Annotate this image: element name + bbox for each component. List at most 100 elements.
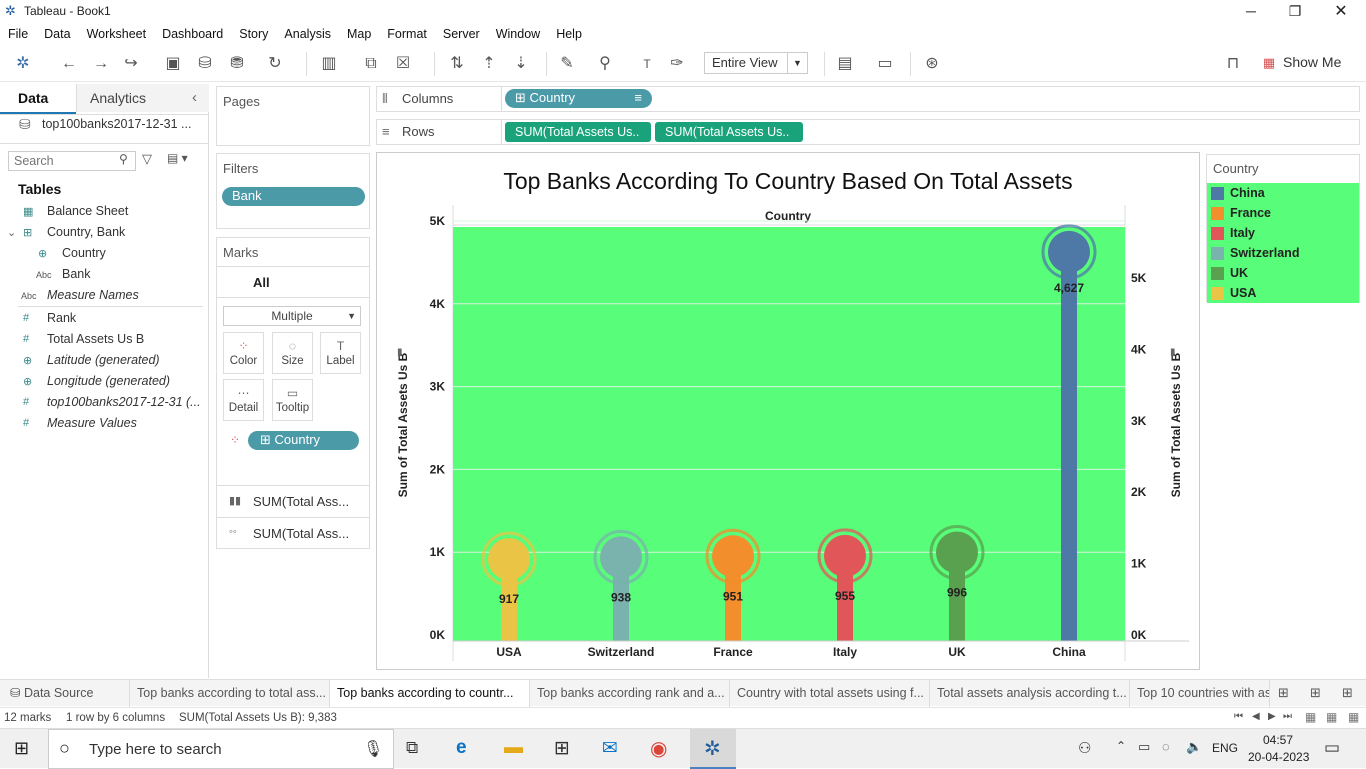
redo-icon[interactable]: → xyxy=(93,55,109,72)
chevron-down-icon[interactable]: ⌄ xyxy=(7,227,17,239)
new-story-icon[interactable]: ⊞ xyxy=(1342,685,1353,700)
field-total-assets[interactable]: Total Assets Us B xyxy=(47,332,145,346)
search-input[interactable] xyxy=(8,151,136,171)
show-filmstrip-icon[interactable]: ▦ xyxy=(1305,710,1317,724)
rows-shelf[interactable]: ≡ Rows SUM(Total Assets Us.. SUM(Total A… xyxy=(376,119,1360,145)
sort-descending-icon[interactable]: ⇣ xyxy=(514,55,528,72)
minimize-icon[interactable]: ─ xyxy=(1246,3,1256,19)
show-me-icon[interactable]: ▦ xyxy=(1262,55,1276,70)
size-button[interactable]: ◌ Size xyxy=(272,332,313,374)
legend-item[interactable]: UK xyxy=(1211,266,1357,283)
show-sheet-sorter-icon[interactable]: ▦ xyxy=(1326,710,1338,724)
edge-icon[interactable]: e xyxy=(456,737,467,758)
duplicate-icon[interactable]: ⧉ xyxy=(365,55,377,72)
file-explorer-icon[interactable]: ▬ xyxy=(504,737,523,758)
circle-ring-usa[interactable] xyxy=(481,531,537,587)
fit-dropdown[interactable]: Entire View ▼ xyxy=(704,52,808,74)
sheet-tab-2-active[interactable]: Top banks according to countr... xyxy=(330,680,530,707)
maximize-icon[interactable]: ❐ xyxy=(1288,2,1302,19)
circle-mark-uk[interactable] xyxy=(936,531,978,574)
undo-icon[interactable]: ← xyxy=(61,55,77,72)
marks-all-tab[interactable]: All xyxy=(217,266,369,298)
network-icon[interactable]: ◌ xyxy=(1162,739,1170,754)
clock-time[interactable]: 04:57 xyxy=(1263,733,1294,747)
circle-ring-italy[interactable] xyxy=(817,528,873,584)
tab-data[interactable]: Data xyxy=(18,90,49,106)
chart-svg[interactable]: Top Banks According To Country Based On … xyxy=(377,153,1199,669)
legend-item[interactable]: Switzerland xyxy=(1211,246,1357,263)
close-icon[interactable]: ✕ xyxy=(1334,3,1348,20)
presentation-icon[interactable]: ▭ xyxy=(877,55,893,72)
circle-ring-switzerland[interactable] xyxy=(593,529,649,585)
microphone-icon[interactable]: 🎙 xyxy=(363,741,384,758)
new-worksheet-icon[interactable]: ▥ xyxy=(321,55,337,72)
circle-ring-france[interactable] xyxy=(705,528,761,584)
filters-card[interactable]: Filters Bank xyxy=(216,153,370,229)
chevron-up-icon[interactable]: ⌃ xyxy=(1116,739,1127,753)
circle-mark-italy[interactable] xyxy=(824,534,866,577)
new-worksheet-icon[interactable]: ⊞ xyxy=(1278,685,1289,700)
sheet-tab-6[interactable]: Top 10 countries with as xyxy=(1130,680,1270,707)
notification-icon[interactable]: ▭ xyxy=(1324,738,1341,757)
show-labels-icon[interactable]: T xyxy=(643,57,651,71)
menu-dashboard[interactable]: Dashboard xyxy=(162,27,224,41)
filter-icon[interactable]: ▽ xyxy=(142,151,152,166)
sheet-tab-1[interactable]: Top banks according to total ass... xyxy=(130,680,330,707)
field-balance-sheet[interactable]: Balance Sheet xyxy=(47,204,129,218)
menu-file[interactable]: File xyxy=(8,27,29,41)
store-icon[interactable]: ⊞ xyxy=(554,738,570,759)
field-longitude[interactable]: Longitude (generated) xyxy=(47,374,171,388)
save-icon[interactable]: ▣ xyxy=(165,55,181,72)
field-measure-names[interactable]: Measure Names xyxy=(47,288,139,302)
field-record-count[interactable]: top100banks2017-12-31 (... xyxy=(47,395,201,409)
tab-analytics[interactable]: Analytics xyxy=(90,90,147,106)
people-icon[interactable]: ⚇ xyxy=(1078,740,1092,757)
chrome-icon[interactable]: ◉ xyxy=(650,738,668,760)
sort-axis-icon[interactable]: ▮ xyxy=(397,347,403,358)
rows-pill-1[interactable]: SUM(Total Assets Us.. xyxy=(505,122,651,142)
menu-analysis[interactable]: Analysis xyxy=(284,27,331,41)
clock-date[interactable]: 20-04-2023 xyxy=(1248,750,1310,764)
menu-worksheet[interactable]: Worksheet xyxy=(86,27,147,41)
prev-sheet-icon[interactable]: ◀ xyxy=(1252,711,1260,722)
tooltip-button[interactable]: ▭ Tooltip xyxy=(272,379,313,421)
field-bank[interactable]: Bank xyxy=(62,267,91,281)
collapse-pane-icon[interactable]: ‹ xyxy=(192,89,197,106)
new-datasource-icon[interactable]: ⛁ xyxy=(198,55,212,72)
legend-item[interactable]: Italy xyxy=(1211,226,1357,243)
menu-story[interactable]: Story xyxy=(239,27,269,41)
field-measure-values[interactable]: Measure Values xyxy=(47,416,137,430)
viz-area[interactable]: Top Banks According To Country Based On … xyxy=(376,152,1200,670)
clear-sheet-icon[interactable]: ☒ xyxy=(395,55,411,72)
menu-data[interactable]: Data xyxy=(44,27,71,41)
highlight-icon[interactable]: ✎ xyxy=(560,55,574,72)
menu-map[interactable]: Map xyxy=(346,27,372,41)
tooltip-icon[interactable]: ⊓ xyxy=(1226,55,1240,72)
language-indicator[interactable]: ENG xyxy=(1212,741,1239,755)
sheet-tab-4[interactable]: Country with total assets using f... xyxy=(730,680,930,707)
datasource-name[interactable]: top100banks2017-12-31 ... xyxy=(42,117,192,131)
show-cards-icon[interactable]: ▤ xyxy=(837,55,853,72)
show-me-button[interactable]: Show Me xyxy=(1283,54,1342,70)
field-rank[interactable]: Rank xyxy=(47,311,77,325)
sheet-tab-3[interactable]: Top banks according rank and a... xyxy=(530,680,730,707)
circle-mark-france[interactable] xyxy=(712,535,754,578)
sort-axis-icon[interactable]: ▮ xyxy=(1170,347,1176,358)
field-country-bank[interactable]: Country, Bank xyxy=(47,225,126,239)
tableau-taskbar-button[interactable]: ✲ xyxy=(690,729,736,769)
new-dashboard-icon[interactable]: ⊞ xyxy=(1310,685,1321,700)
circle-mark-usa[interactable] xyxy=(488,538,530,581)
menu-server[interactable]: Server xyxy=(442,27,480,41)
sort-ascending-icon[interactable]: ⇡ xyxy=(482,55,496,72)
marks-measure-tab-2[interactable]: ◦◦ SUM(Total Ass... xyxy=(217,517,369,549)
rows-pill-2[interactable]: SUM(Total Assets Us.. xyxy=(655,122,803,142)
color-pill-country[interactable]: ⊞ Country xyxy=(248,431,359,450)
columns-pill-country[interactable]: ⊞ Country ≡ xyxy=(505,89,652,108)
view-options-icon[interactable]: ▤ ▾ xyxy=(167,151,188,165)
mark-type-dropdown[interactable]: Multiple ▼ xyxy=(223,306,361,326)
tableau-home-icon[interactable]: ✲ xyxy=(16,55,30,72)
circle-ring-uk[interactable] xyxy=(929,525,985,581)
share-icon[interactable]: ⊛ xyxy=(925,55,939,72)
pause-updates-icon[interactable]: ⛃ xyxy=(230,55,244,72)
color-button[interactable]: ⁘ Color xyxy=(223,332,264,374)
